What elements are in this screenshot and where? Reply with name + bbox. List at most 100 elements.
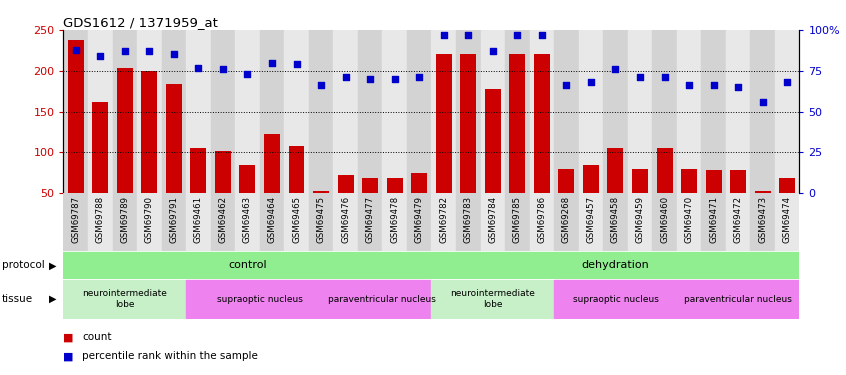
Point: [461, 32, 475, 38]
Point: [387, 76, 401, 82]
Text: ■: ■: [63, 333, 74, 342]
Bar: [730, 170, 746, 193]
Bar: [382, 30, 407, 193]
Text: GSM69476: GSM69476: [341, 196, 350, 243]
Bar: [632, 169, 648, 193]
Bar: [726, 193, 750, 251]
Text: tissue: tissue: [2, 294, 33, 304]
Bar: [485, 89, 501, 193]
Text: GSM69471: GSM69471: [709, 196, 718, 243]
Point: [240, 71, 254, 77]
Point: [535, 32, 548, 38]
Text: GSM69463: GSM69463: [243, 196, 252, 243]
Point: [780, 79, 794, 85]
Text: GSM69784: GSM69784: [488, 196, 497, 243]
Point: [142, 48, 156, 54]
Bar: [284, 193, 309, 251]
Text: GSM69473: GSM69473: [758, 196, 767, 243]
Bar: [113, 30, 137, 193]
Text: GSM69782: GSM69782: [439, 196, 448, 243]
Text: GSM69477: GSM69477: [365, 196, 375, 243]
Point: [289, 61, 303, 67]
Bar: [460, 54, 476, 193]
Text: protocol: protocol: [2, 260, 45, 270]
Text: GSM69268: GSM69268: [562, 196, 571, 243]
Text: GSM69472: GSM69472: [733, 196, 743, 243]
Bar: [701, 30, 726, 193]
Point: [731, 84, 744, 90]
Bar: [211, 193, 235, 251]
Bar: [63, 252, 431, 279]
Bar: [505, 30, 530, 193]
Bar: [186, 280, 333, 318]
Bar: [530, 193, 554, 251]
Text: supraoptic nucleus: supraoptic nucleus: [217, 294, 303, 303]
Text: GSM69479: GSM69479: [415, 196, 424, 243]
Bar: [382, 193, 407, 251]
Bar: [362, 178, 378, 193]
Bar: [190, 148, 206, 193]
Bar: [137, 30, 162, 193]
Text: GDS1612 / 1371959_at: GDS1612 / 1371959_at: [63, 16, 218, 29]
Bar: [358, 30, 382, 193]
Bar: [333, 193, 358, 251]
Bar: [411, 173, 427, 193]
Bar: [88, 30, 113, 193]
Bar: [554, 280, 677, 318]
Bar: [431, 193, 456, 251]
Bar: [431, 280, 554, 318]
Bar: [652, 30, 677, 193]
Point: [363, 76, 376, 82]
Bar: [779, 178, 795, 193]
Bar: [750, 30, 775, 193]
Bar: [750, 193, 775, 251]
Bar: [505, 193, 530, 251]
Bar: [431, 252, 799, 279]
Bar: [755, 192, 771, 193]
Bar: [239, 165, 255, 193]
Bar: [677, 280, 799, 318]
Text: GSM69457: GSM69457: [586, 196, 596, 243]
Bar: [407, 30, 431, 193]
Text: GSM69790: GSM69790: [145, 196, 154, 243]
Bar: [162, 193, 186, 251]
Bar: [284, 30, 309, 193]
Text: GSM69785: GSM69785: [513, 196, 522, 243]
Point: [633, 74, 646, 80]
Text: GSM69786: GSM69786: [537, 196, 547, 243]
Bar: [260, 193, 284, 251]
Bar: [166, 84, 182, 193]
Text: paraventricular nucleus: paraventricular nucleus: [328, 294, 437, 303]
Bar: [92, 102, 108, 193]
Bar: [117, 68, 133, 193]
Text: control: control: [228, 260, 266, 270]
Text: GSM69475: GSM69475: [316, 196, 326, 243]
Point: [314, 82, 327, 88]
Point: [706, 82, 720, 88]
Bar: [338, 175, 354, 193]
Bar: [456, 30, 481, 193]
Bar: [162, 30, 186, 193]
Point: [118, 48, 131, 54]
Point: [437, 32, 450, 38]
Bar: [579, 30, 603, 193]
Bar: [656, 148, 673, 193]
Bar: [333, 30, 358, 193]
Bar: [141, 71, 157, 193]
Text: GSM69478: GSM69478: [390, 196, 399, 243]
Bar: [309, 30, 333, 193]
Text: GSM69464: GSM69464: [267, 196, 277, 243]
Bar: [113, 193, 137, 251]
Text: GSM69461: GSM69461: [194, 196, 203, 243]
Bar: [186, 193, 211, 251]
Text: GSM69470: GSM69470: [684, 196, 694, 243]
Text: GSM69465: GSM69465: [292, 196, 301, 243]
Bar: [677, 30, 701, 193]
Bar: [603, 30, 628, 193]
Text: ▶: ▶: [49, 260, 57, 270]
Bar: [211, 30, 235, 193]
Bar: [456, 193, 481, 251]
Bar: [264, 134, 280, 193]
Point: [412, 74, 426, 80]
Bar: [186, 30, 211, 193]
